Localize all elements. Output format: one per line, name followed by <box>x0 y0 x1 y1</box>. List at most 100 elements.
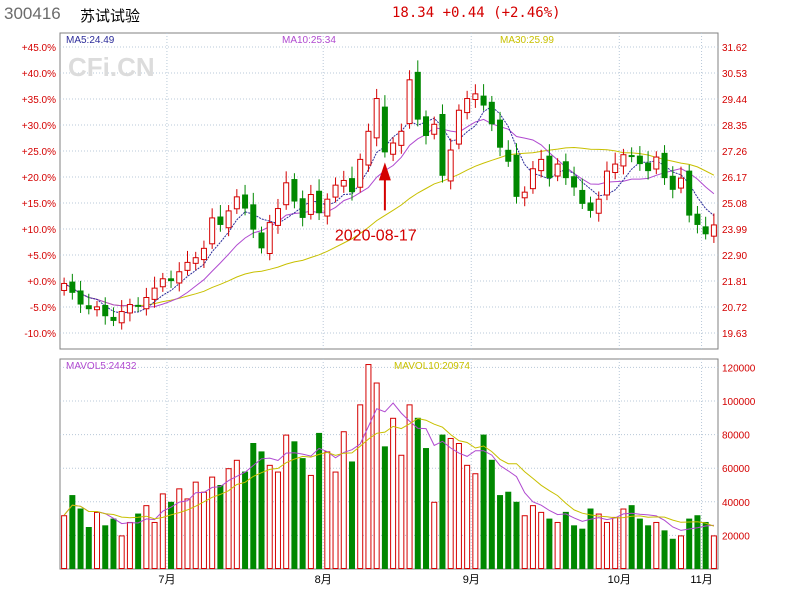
volume-bar <box>521 515 528 569</box>
candle-body <box>233 196 240 210</box>
candle-body <box>414 71 421 120</box>
volume-bar <box>669 538 676 569</box>
volume-bar <box>176 488 183 569</box>
volume-bar <box>636 518 643 569</box>
candle-body <box>283 182 290 206</box>
ma5-line <box>63 105 715 314</box>
volume-bar <box>702 521 709 569</box>
volume-bar <box>464 464 471 569</box>
volume-bar <box>587 508 594 569</box>
volume-bar <box>307 474 314 570</box>
volume-bar <box>258 451 265 569</box>
volume-bar <box>406 404 413 569</box>
candle-body <box>538 158 545 172</box>
volume-ma-lines <box>63 402 715 531</box>
left-tick-label: +30.0% <box>22 121 56 132</box>
volume-bar <box>348 461 355 569</box>
x-month-label: 10月 <box>608 574 631 586</box>
volume-bar <box>480 434 487 569</box>
volume-bar <box>118 535 125 570</box>
candle-body <box>653 156 660 170</box>
candle-body <box>348 178 355 193</box>
volume-bar <box>513 501 520 569</box>
candle-body <box>184 261 191 271</box>
candle-body <box>258 232 265 249</box>
candle-body <box>126 304 133 314</box>
volume-bar <box>612 516 619 569</box>
candle-body <box>694 213 701 225</box>
annotation-arrow-head <box>378 162 391 181</box>
x-month-label: 8月 <box>315 574 332 586</box>
candle-body <box>110 316 117 321</box>
candle-body <box>628 155 635 158</box>
volume-bar <box>505 491 512 569</box>
volume-bar <box>381 446 388 569</box>
candle-body <box>406 79 413 125</box>
right-tick-label: 30.53 <box>722 69 747 80</box>
left-tick-label: +45.0% <box>22 43 56 54</box>
volume-bar <box>283 434 290 569</box>
volume-bar <box>316 432 323 569</box>
candle-body <box>168 278 175 282</box>
right-tick-label: 26.17 <box>722 173 747 184</box>
candle-body <box>94 306 101 311</box>
left-tick-label: +10.0% <box>22 225 56 236</box>
volume-bar <box>562 511 569 569</box>
candle-body <box>151 287 158 300</box>
candle-body <box>702 226 709 235</box>
volume-bar <box>159 493 166 569</box>
candle-body <box>472 93 479 100</box>
candle-body <box>686 170 693 216</box>
candle-body <box>554 163 561 177</box>
candle-body <box>242 194 249 209</box>
candle-body <box>373 98 380 139</box>
volume-bar <box>546 518 553 569</box>
left-tick-label: +40.0% <box>22 69 56 80</box>
volume-bar <box>390 417 397 569</box>
volume-bar <box>102 525 109 569</box>
volume-bar <box>94 511 101 570</box>
left-tick-label: +20.0% <box>22 173 56 184</box>
volume-tick-label: 60000 <box>722 464 750 475</box>
volume-bar <box>324 451 331 569</box>
volume-bar <box>151 521 158 570</box>
candle-body <box>192 257 199 264</box>
volume-tick-label: 120000 <box>722 363 756 374</box>
volume-bar <box>332 471 339 569</box>
left-tick-label: +15.0% <box>22 199 56 210</box>
volume-bar <box>242 471 249 569</box>
stock-name: 苏试试验 <box>80 7 141 25</box>
volume-bar <box>661 530 668 569</box>
volume-bar <box>340 431 347 569</box>
volume-bar <box>571 525 578 569</box>
candle-body <box>562 161 569 179</box>
candle-body <box>307 194 314 215</box>
volume-bar <box>439 434 446 569</box>
volume-bar <box>200 491 207 569</box>
volume-bar <box>414 417 421 569</box>
candle-body <box>85 305 92 310</box>
candle-body <box>710 224 717 237</box>
volume-bar <box>579 528 586 569</box>
x-month-label: 9月 <box>463 574 480 586</box>
volume-tick-label: 80000 <box>722 431 750 442</box>
candle-body <box>291 179 298 202</box>
candle-body <box>61 282 68 291</box>
right-tick-label: 20.72 <box>722 303 747 314</box>
x-month-label: 11月 <box>690 574 712 586</box>
volume-bar <box>447 437 454 569</box>
candle-body <box>447 149 454 182</box>
axis-labels: +45.0% +40.0% +35.0% +30.0% +25.0% +20.0% +15.… <box>22 43 756 586</box>
volume-bar <box>291 441 298 569</box>
quote-header: 300416 苏试试验 18.34 +0.44 (+2.46%) <box>0 0 800 32</box>
volume-bar <box>233 459 240 569</box>
candle-body <box>217 216 224 225</box>
candle-body <box>505 149 512 162</box>
volume-bar <box>488 459 495 569</box>
volume-bar <box>266 464 273 569</box>
left-tick-label: +5.0% <box>27 251 56 262</box>
price-panel-frame <box>59 32 719 350</box>
candle-body <box>398 130 405 146</box>
left-tick-label: -5.0% <box>30 303 56 314</box>
left-tick-label: +25.0% <box>22 147 56 158</box>
